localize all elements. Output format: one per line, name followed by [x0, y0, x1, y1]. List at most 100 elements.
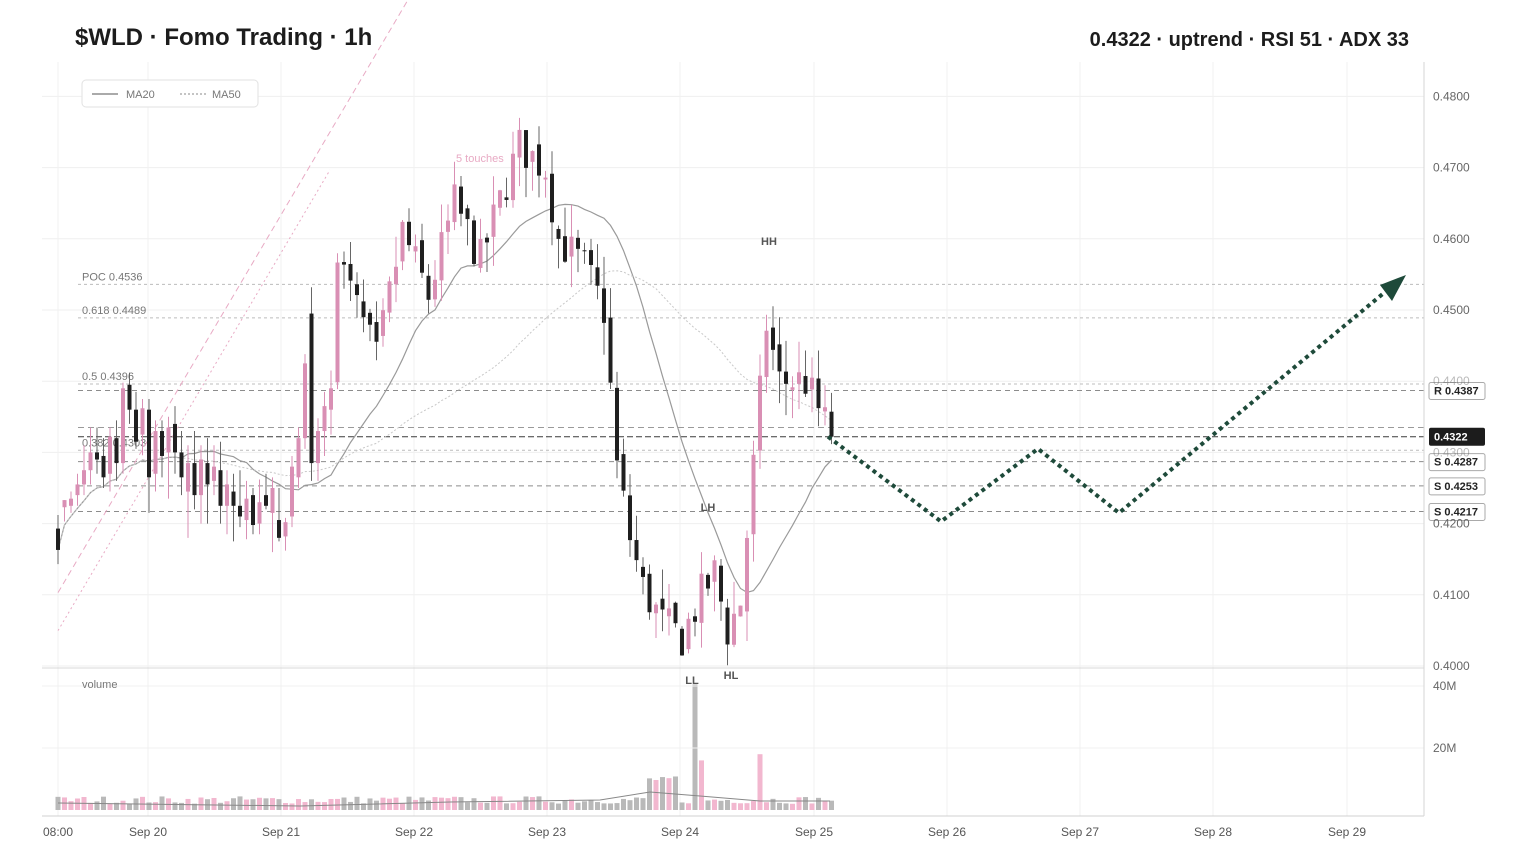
volume-bar: [335, 798, 340, 810]
volume-bar: [374, 800, 379, 810]
legend-ma50: MA50: [212, 89, 241, 101]
y-tick: 0.4300: [1433, 445, 1470, 459]
volume-bar: [510, 803, 516, 810]
candle-body: [693, 616, 697, 622]
y-tick: 0.4500: [1433, 303, 1470, 317]
candle-body: [134, 409, 138, 442]
volume-label: volume: [82, 679, 117, 691]
candle-body: [62, 500, 67, 508]
volume-bar: [172, 802, 178, 810]
level-tag-box: [1428, 381, 1486, 400]
candle-body: [179, 452, 184, 478]
candle-body: [498, 190, 502, 208]
volume-bar: [270, 798, 275, 810]
pivot-label: HL: [724, 670, 739, 682]
candle-body: [485, 237, 489, 243]
level-tag-box: [1428, 502, 1486, 521]
candle-body: [634, 540, 639, 561]
x-tick: 08:00: [43, 825, 73, 839]
volume-bar: [354, 796, 360, 810]
candle-body: [816, 378, 821, 409]
level-label-POC: POC 0.4536: [82, 271, 143, 283]
candle-body: [166, 427, 171, 453]
volume-bar: [608, 803, 613, 810]
level-tag-support: S 0.4253: [1434, 481, 1478, 493]
volume-bar: [653, 779, 659, 810]
volume-bar: [68, 801, 74, 810]
candle-body: [452, 184, 457, 223]
candle-body: [433, 279, 437, 300]
y-tick: 0.4600: [1433, 232, 1470, 246]
candle-body: [69, 498, 73, 506]
candle-body: [472, 220, 476, 264]
candle-body: [322, 406, 327, 432]
level-tag-resistance: R 0.4387: [1434, 385, 1479, 397]
candle-body: [569, 236, 574, 257]
volume-bar: [179, 802, 184, 810]
candle-body: [420, 240, 424, 273]
candle-body: [186, 463, 190, 492]
candle-body: [303, 363, 307, 439]
volume-bar: [458, 797, 464, 810]
volume-bar: [614, 803, 620, 810]
candle-body: [114, 438, 119, 464]
volume-bar: [231, 798, 236, 810]
candle-body: [290, 466, 294, 517]
candle-body: [296, 438, 301, 478]
candle-body: [199, 459, 203, 496]
price-levels: POC 0.4536 0.618 0.4489 0.5 0.4396 0.382 0.…: [78, 271, 1486, 521]
volume-bar: [575, 802, 581, 810]
candle-body: [251, 495, 255, 526]
volume-bar: [588, 800, 594, 810]
x-tick: Sep 24: [661, 825, 699, 839]
level-tag-box: [1428, 453, 1486, 472]
volume-bar: [738, 803, 743, 810]
candle-body: [75, 484, 80, 496]
volume-bar: [471, 798, 477, 810]
volume-bar: [296, 799, 301, 810]
trendline-lower: [57, 169, 331, 631]
volume-bar: [218, 802, 223, 810]
x-tick: Sep 23: [528, 825, 566, 839]
candle-body: [387, 281, 392, 313]
candle-body: [647, 573, 652, 613]
volume-bar: [322, 802, 327, 810]
candle-body: [407, 221, 411, 246]
level-tag-support: S 0.4287: [1434, 457, 1478, 469]
volume-bar: [530, 797, 535, 810]
volume-bar: [796, 797, 802, 810]
volume-bar: [114, 802, 119, 810]
volume-bar: [445, 798, 451, 810]
candle-body: [699, 573, 704, 623]
candle-body: [192, 463, 197, 496]
volume-bar: [328, 798, 334, 810]
last-price-tag-box: [1429, 427, 1485, 446]
trendline-label: 5 touches: [456, 153, 504, 165]
x-tick: Sep 21: [262, 825, 300, 839]
volume-bar: [348, 801, 353, 810]
volume-bar: [387, 798, 392, 810]
candle-body: [465, 208, 470, 220]
candle-body: [264, 495, 268, 506]
volume-bar: [634, 797, 639, 810]
candle-body: [270, 488, 275, 513]
candle-body: [543, 177, 548, 180]
volume-bar: [640, 798, 646, 810]
volume-bar: [237, 796, 243, 810]
volume-bar: [452, 796, 457, 810]
candle-body: [348, 263, 353, 281]
volume-bar: [94, 801, 100, 810]
volume-bar: [705, 800, 711, 810]
volume-bar: [601, 803, 607, 810]
ma20-line: [57, 203, 832, 594]
candle-body: [426, 275, 431, 300]
candle-body: [712, 560, 717, 582]
x-tick: Sep 22: [395, 825, 433, 839]
candle-body: [504, 197, 509, 200]
volume-bar: [757, 754, 763, 810]
volume-bar: [478, 802, 483, 810]
volume-bar: [276, 799, 282, 810]
volume-bar: [484, 802, 490, 810]
volume-bar: [75, 798, 80, 810]
